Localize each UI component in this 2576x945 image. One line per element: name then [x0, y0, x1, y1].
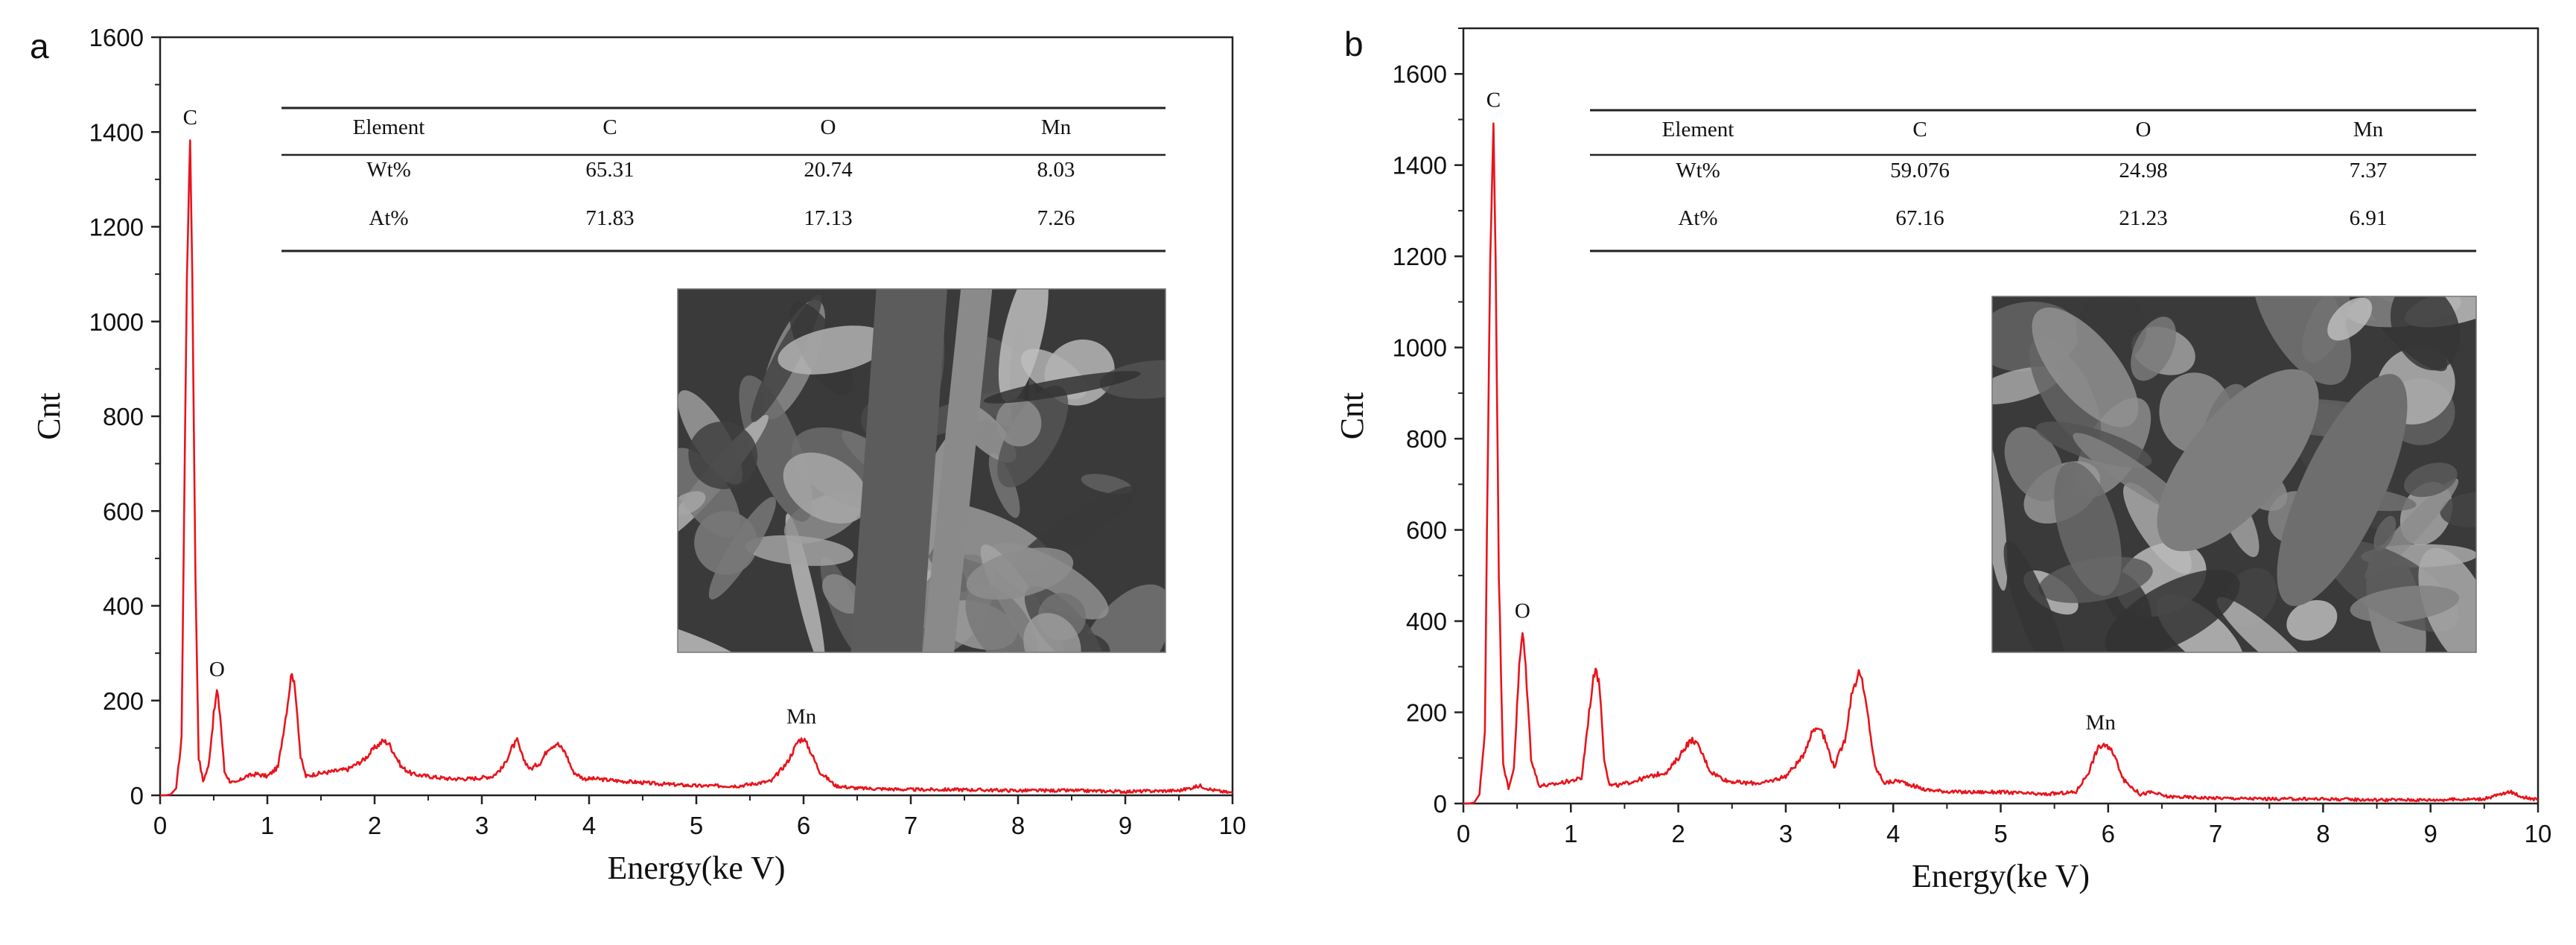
peak-label-mn: Mn: [786, 705, 817, 729]
table-cell: 7.37: [2350, 159, 2388, 182]
y-tick-label: 800: [103, 403, 144, 430]
spectrum-line: [160, 139, 1233, 797]
table-header-cell: Element: [353, 115, 425, 139]
y-axis-title: Cnt: [1334, 392, 1370, 440]
table-cell: 7.26: [1037, 206, 1075, 230]
x-tick-label: 9: [1119, 812, 1132, 839]
peak-label-o: O: [1515, 599, 1530, 623]
table-header-cell: C: [1912, 118, 1927, 141]
y-tick-label: 400: [1406, 608, 1447, 635]
table-header-cell: O: [821, 115, 836, 139]
x-tick-label: 6: [797, 812, 810, 839]
y-tick-label: 600: [103, 497, 144, 525]
table-cell: 67.16: [1895, 206, 1944, 230]
x-tick-label: 1: [1564, 820, 1577, 847]
x-tick-label: 5: [690, 812, 703, 839]
x-axis-title: Energy(ke V): [1912, 858, 2090, 894]
table-header-cell: Mn: [2353, 118, 2384, 141]
x-tick-label: 7: [2209, 820, 2222, 847]
table-header-cell: C: [602, 115, 617, 139]
x-tick-label: 3: [475, 812, 489, 839]
table-header-cell: O: [2136, 118, 2152, 141]
table-cell: 21.23: [2119, 206, 2167, 230]
y-axis-title: Cnt: [31, 392, 67, 440]
y-tick-label: 800: [1406, 425, 1447, 453]
y-tick-label: 0: [130, 782, 144, 809]
x-tick-label: 9: [2424, 820, 2437, 847]
x-tick-label: 0: [153, 812, 167, 839]
y-tick-label: 1000: [89, 308, 144, 336]
panel-b: b 0 1 2 3 4 5 6 7 8 9 10 0 200 400 600 800 1000 1200 1400 1…: [1288, 0, 2576, 945]
spectrum-line: [1463, 122, 2539, 805]
x-tick-label: 8: [1011, 812, 1025, 839]
table-header-cell: Element: [1662, 118, 1734, 141]
table-cell: 24.98: [2119, 159, 2167, 182]
y-tick-label: 0: [1434, 790, 1447, 818]
y-tick-label: 1000: [1393, 334, 1447, 362]
x-tick-label: 4: [1886, 820, 1900, 847]
table-cell: 20.74: [804, 158, 853, 182]
table-cell: 71.83: [585, 206, 634, 230]
y-tick-label: 1600: [89, 24, 144, 51]
table-header-cell: Mn: [1041, 115, 1072, 139]
x-tick-label: 10: [1219, 812, 1247, 839]
table-cell: Wt%: [1676, 159, 1720, 182]
table-cell: Wt%: [366, 158, 411, 182]
x-tick-label: 2: [1671, 820, 1685, 847]
table-cell: 59.076: [1890, 159, 1950, 182]
x-tick-label: 7: [904, 812, 917, 839]
peak-label-o: O: [209, 658, 225, 681]
composition-table: Element C O Mn Wt% 59.076 24.98 7.37 At% 67.16 21.…: [1590, 109, 2476, 252]
x-tick-label: 0: [1457, 820, 1470, 847]
composition-table: Element C O Mn Wt% 65.31 20.74 8.03 At% 71.83 17.1…: [282, 106, 1165, 252]
y-tick-label: 1400: [1393, 152, 1447, 179]
peak-label-c: C: [183, 106, 197, 130]
panel-label-b: b: [1344, 25, 1364, 63]
x-axis-title: Energy(ke V): [607, 850, 785, 886]
sem-inset-image: [1992, 296, 2476, 652]
x-tick-label: 6: [2102, 820, 2115, 847]
peak-label-c: C: [1486, 89, 1501, 112]
panel-label-a: a: [30, 27, 49, 66]
table-cell: 8.03: [1037, 158, 1075, 182]
y-tick-label: 200: [103, 687, 144, 715]
x-tick-label: 8: [2316, 820, 2329, 847]
y-tick-label: 1200: [89, 214, 144, 241]
peak-label-mn: Mn: [2086, 710, 2117, 734]
x-tick-label: 3: [1779, 820, 1793, 847]
y-tick-label: 1600: [1393, 60, 1447, 88]
sem-inset-image: [678, 289, 1165, 652]
table-cell: At%: [369, 206, 408, 230]
y-tick-label: 200: [1406, 699, 1447, 727]
x-tick-label: 5: [1994, 820, 2007, 847]
x-tick-label: 2: [368, 812, 381, 839]
table-cell: 6.91: [2350, 206, 2388, 230]
table-cell: 17.13: [804, 206, 852, 230]
y-tick-label: 1400: [89, 118, 144, 146]
y-tick-label: 600: [1406, 517, 1447, 544]
table-cell: At%: [1678, 206, 1717, 230]
x-tick-label: 10: [2525, 820, 2552, 847]
inset-border: [677, 288, 1166, 653]
y-tick-label: 400: [103, 593, 144, 620]
table-cell: 65.31: [585, 158, 634, 182]
eds-spectrum-chart-b: b 0 1 2 3 4 5 6 7 8 9 10 0 200 400 600 800 1000 1200 1400 1…: [1334, 25, 2552, 894]
x-tick-label: 4: [582, 812, 596, 839]
eds-spectrum-chart-a: a 0 1 2 3 4 5 6 7 8 9 10 0 200 400 600 800 1000 1200 1400 1…: [30, 24, 1247, 886]
x-tick-label: 1: [261, 812, 274, 839]
panel-a: a 0 1 2 3 4 5 6 7 8 9 10 0 200 400 600 800 1000 1200 1400 1…: [30, 24, 1247, 886]
y-tick-label: 1200: [1393, 243, 1447, 270]
inset-border: [1991, 296, 2477, 653]
